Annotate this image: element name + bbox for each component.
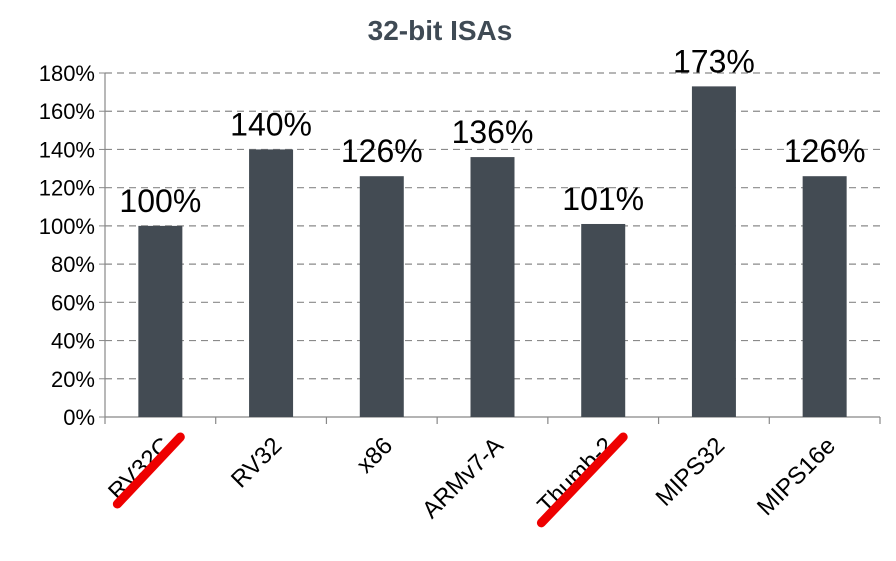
data-label: 101% xyxy=(562,181,644,217)
x-tick-label: RV32C xyxy=(103,432,176,505)
y-tick-label: 20% xyxy=(51,367,95,392)
x-tick-labels: RV32C RV32 x86 ARMv7-A Thumb-2 MIPS32 MIPS16e xyxy=(103,432,841,524)
data-label: 100% xyxy=(119,183,201,219)
bar xyxy=(691,86,736,417)
data-label: 126% xyxy=(341,133,423,169)
data-label: 173% xyxy=(673,43,755,79)
strikethrough-marks xyxy=(112,432,628,528)
y-tick-label: 80% xyxy=(51,252,95,277)
bar xyxy=(249,149,294,417)
bar xyxy=(138,225,183,417)
red-strikethrough xyxy=(536,432,628,528)
red-strikethrough xyxy=(112,432,185,509)
bar xyxy=(802,176,847,417)
data-label: 126% xyxy=(784,133,866,169)
bars xyxy=(138,86,847,418)
data-label: 136% xyxy=(452,114,534,150)
y-tick-label: 0% xyxy=(63,405,95,430)
bar xyxy=(581,223,626,417)
y-tick-label: 160% xyxy=(39,99,95,124)
bar xyxy=(470,157,515,418)
chart-title: 32-bit ISAs xyxy=(368,15,513,46)
x-tick-label: MIPS16e xyxy=(752,432,841,521)
y-tick-label: 60% xyxy=(51,290,95,315)
x-tick-label: MIPS32 xyxy=(651,432,730,511)
y-tick-labels: 0% 20% 40% 60% 80% 100% 120% 140% 160% 180% xyxy=(39,61,95,430)
x-tick-label: RV32 xyxy=(226,432,287,493)
data-labels: 100% 140% 126% 136% 101% 173% 126% xyxy=(119,43,865,219)
x-tick-label: ARMv7-A xyxy=(417,432,509,524)
y-tick-label: 40% xyxy=(51,329,95,354)
x-tick-label: Thumb-2 xyxy=(532,432,619,519)
bar xyxy=(359,176,404,417)
data-label: 140% xyxy=(230,106,312,142)
y-tick-label: 180% xyxy=(39,61,95,86)
x-tick-label: x86 xyxy=(352,432,398,478)
y-tick-label: 120% xyxy=(39,176,95,201)
y-tick-label: 140% xyxy=(39,137,95,162)
y-tick-label: 100% xyxy=(39,214,95,239)
